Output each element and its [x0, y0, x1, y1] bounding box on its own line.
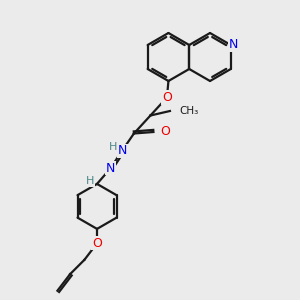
Text: N: N — [106, 162, 115, 175]
Text: O: O — [160, 125, 170, 139]
Text: H: H — [109, 142, 118, 152]
Text: O: O — [162, 91, 172, 104]
Text: CH₃: CH₃ — [179, 106, 198, 116]
Text: N: N — [229, 38, 238, 52]
Text: H: H — [86, 176, 94, 187]
Text: O: O — [92, 237, 102, 250]
Text: N: N — [118, 144, 127, 158]
